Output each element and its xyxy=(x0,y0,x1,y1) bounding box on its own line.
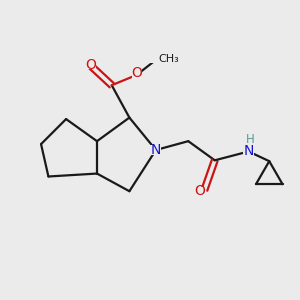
FancyBboxPatch shape xyxy=(150,145,161,155)
Text: O: O xyxy=(195,184,206,198)
Text: O: O xyxy=(131,66,142,80)
FancyBboxPatch shape xyxy=(147,54,171,63)
Text: CH₃: CH₃ xyxy=(159,54,180,64)
FancyBboxPatch shape xyxy=(86,60,96,69)
Text: H: H xyxy=(246,133,254,146)
FancyBboxPatch shape xyxy=(195,187,205,196)
Text: O: O xyxy=(86,58,97,72)
FancyBboxPatch shape xyxy=(243,146,254,157)
FancyBboxPatch shape xyxy=(132,69,142,78)
Text: N: N xyxy=(151,143,161,157)
Text: N: N xyxy=(244,145,254,158)
